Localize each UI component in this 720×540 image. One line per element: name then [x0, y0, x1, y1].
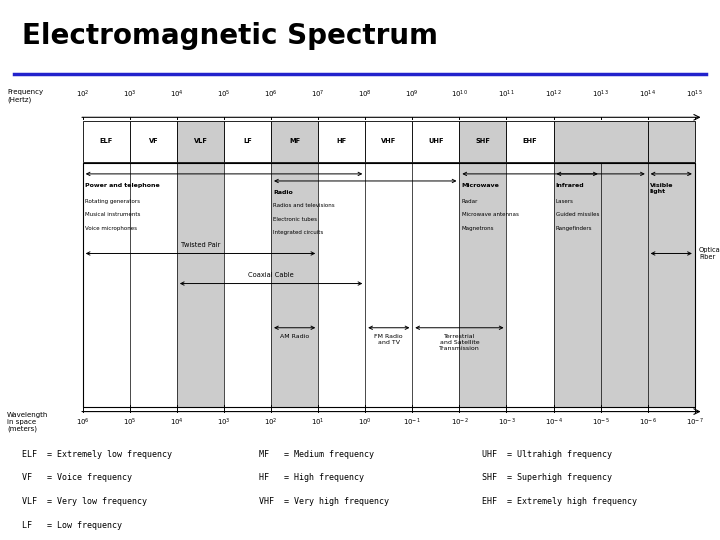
- Text: Electromagnetic Spectrum: Electromagnetic Spectrum: [22, 22, 438, 50]
- Text: Optical
Fiber: Optical Fiber: [699, 247, 720, 260]
- Text: $10^{5}$: $10^{5}$: [217, 89, 231, 100]
- Text: $10^{2}$: $10^{2}$: [264, 417, 278, 428]
- Text: $10^{4}$: $10^{4}$: [170, 89, 184, 100]
- Text: $10^{2}$: $10^{2}$: [76, 89, 89, 100]
- Bar: [177, 163, 224, 407]
- Text: $10^{-3}$: $10^{-3}$: [498, 417, 516, 428]
- Bar: [413, 121, 459, 161]
- Text: MF: MF: [289, 138, 300, 144]
- Bar: [130, 121, 177, 161]
- Text: LF: LF: [243, 138, 252, 144]
- Bar: [506, 121, 554, 161]
- Text: $10^{8}$: $10^{8}$: [359, 89, 372, 100]
- Bar: [271, 121, 318, 161]
- Text: $10^{11}$: $10^{11}$: [498, 89, 515, 100]
- Text: VLF  = Very low frequency: VLF = Very low frequency: [22, 497, 147, 506]
- Text: VF   = Voice frequency: VF = Voice frequency: [22, 473, 132, 482]
- Text: $10^{9}$: $10^{9}$: [405, 89, 419, 100]
- Text: LF   = Low frequency: LF = Low frequency: [22, 521, 122, 530]
- Bar: [83, 163, 695, 407]
- Text: $10^{-7}$: $10^{-7}$: [686, 417, 703, 428]
- Text: $10^{1}$: $10^{1}$: [311, 417, 325, 428]
- Text: Infrared: Infrared: [556, 183, 585, 188]
- Text: Radio: Radio: [274, 190, 293, 195]
- Text: $10^{12}$: $10^{12}$: [545, 89, 562, 100]
- Text: ELF: ELF: [99, 138, 113, 144]
- Text: $10^{-4}$: $10^{-4}$: [544, 417, 562, 428]
- Text: VHF: VHF: [381, 138, 397, 144]
- Bar: [648, 163, 695, 407]
- Bar: [318, 121, 365, 161]
- Bar: [177, 121, 224, 161]
- Text: $10^{14}$: $10^{14}$: [639, 89, 656, 100]
- Text: HF   = High frequency: HF = High frequency: [259, 473, 364, 482]
- Text: $10^{-5}$: $10^{-5}$: [592, 417, 610, 428]
- Text: Power and telephone: Power and telephone: [85, 183, 160, 188]
- Text: $10^{4}$: $10^{4}$: [170, 417, 184, 428]
- Text: Guided missiles: Guided missiles: [556, 212, 599, 217]
- Bar: [459, 163, 506, 407]
- Text: HF: HF: [337, 138, 347, 144]
- Text: SHF  = Superhigh frequency: SHF = Superhigh frequency: [482, 473, 613, 482]
- Bar: [224, 121, 271, 161]
- Bar: [459, 121, 506, 161]
- Bar: [554, 121, 648, 161]
- Text: Radios and televisions: Radios and televisions: [274, 203, 335, 208]
- Text: Wavelength
in space
(meters): Wavelength in space (meters): [7, 411, 48, 432]
- Bar: [365, 121, 413, 161]
- Text: $10^{0}$: $10^{0}$: [359, 417, 372, 428]
- Text: Lasers: Lasers: [556, 199, 574, 204]
- Text: $10^{15}$: $10^{15}$: [686, 89, 703, 100]
- Text: MF   = Medium frequency: MF = Medium frequency: [259, 450, 374, 458]
- Text: $10^{5}$: $10^{5}$: [123, 417, 137, 428]
- Text: Radar: Radar: [462, 199, 478, 204]
- Text: $10^{13}$: $10^{13}$: [593, 89, 609, 100]
- Text: $10^{6}$: $10^{6}$: [76, 417, 90, 428]
- Text: ELF  = Extremely low frequency: ELF = Extremely low frequency: [22, 450, 171, 458]
- Bar: [83, 121, 130, 161]
- Text: $10^{-1}$: $10^{-1}$: [403, 417, 421, 428]
- Text: EHF: EHF: [523, 138, 537, 144]
- Text: VLF: VLF: [194, 138, 207, 144]
- Text: Twisted Pair: Twisted Pair: [181, 242, 220, 248]
- Text: UHF  = Ultrahigh frequency: UHF = Ultrahigh frequency: [482, 450, 613, 458]
- Text: AM Radio: AM Radio: [280, 334, 310, 339]
- Text: Microwave antennas: Microwave antennas: [462, 212, 518, 217]
- Text: $10^{7}$: $10^{7}$: [311, 89, 325, 100]
- Text: Coaxial Cable: Coaxial Cable: [248, 272, 294, 278]
- Text: VHF  = Very high frequency: VHF = Very high frequency: [259, 497, 390, 506]
- Text: $10^{3}$: $10^{3}$: [123, 89, 137, 100]
- Text: VF: VF: [148, 138, 158, 144]
- Text: EHF  = Extremely high frequency: EHF = Extremely high frequency: [482, 497, 637, 506]
- Text: Microwave: Microwave: [462, 183, 500, 188]
- Text: Integrated circuits: Integrated circuits: [274, 230, 323, 235]
- Text: $10^{6}$: $10^{6}$: [264, 89, 278, 100]
- Text: $10^{-2}$: $10^{-2}$: [451, 417, 468, 428]
- Text: $10^{-6}$: $10^{-6}$: [639, 417, 657, 428]
- Text: UHF: UHF: [428, 138, 444, 144]
- Text: Terrestrial
and Satellite
Transmission: Terrestrial and Satellite Transmission: [439, 334, 480, 350]
- Bar: [554, 163, 648, 407]
- Text: $10^{3}$: $10^{3}$: [217, 417, 231, 428]
- Bar: [271, 163, 318, 407]
- Text: Magnetrons: Magnetrons: [462, 226, 494, 231]
- Text: SHF: SHF: [475, 138, 490, 144]
- Text: Musical instruments: Musical instruments: [85, 212, 140, 217]
- Text: Frequency
(Hertz): Frequency (Hertz): [7, 89, 43, 103]
- Text: Rotating generators: Rotating generators: [85, 199, 140, 204]
- Text: Voice microphones: Voice microphones: [85, 226, 137, 231]
- Bar: [648, 121, 695, 161]
- Text: Rangefinders: Rangefinders: [556, 226, 593, 231]
- Text: $10^{10}$: $10^{10}$: [451, 89, 468, 100]
- Text: Electronic tubes: Electronic tubes: [274, 217, 318, 222]
- Text: Visible
light: Visible light: [650, 183, 673, 193]
- Text: FM Radio
and TV: FM Radio and TV: [374, 334, 403, 345]
